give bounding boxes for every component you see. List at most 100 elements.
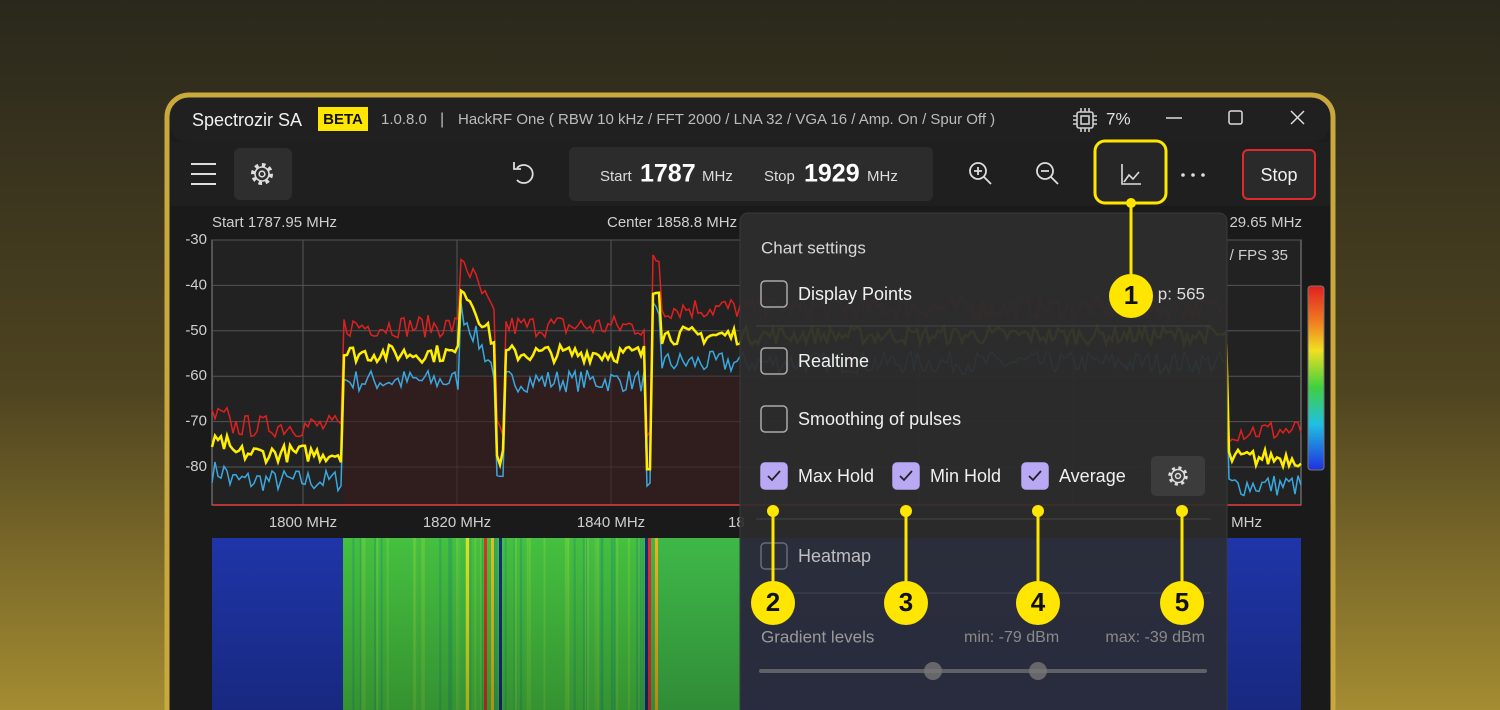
callout-dot [900,505,912,517]
texts: Spectrozir SA BETA 1.0.8.0 | HackRF One ( RB… [192,109,1298,646]
checkbox[interactable] [760,347,788,375]
beta-badge [318,107,368,131]
title-bar [170,98,1330,142]
callout-circle [884,581,928,625]
dot [1201,173,1205,177]
start-value: 1787 [640,160,696,188]
start-unit: MHz [702,168,733,185]
settings-gear-hub [258,170,266,178]
start-label: Start [600,168,633,185]
close-button[interactable] [1290,110,1305,125]
step-label: p: 565 [1158,284,1205,303]
option-label: Min Hold [930,466,1001,486]
callout-number: 1 [1124,280,1138,310]
x-tick-label: 1800 MHz [269,514,337,531]
settings-gear-teeth [251,163,273,185]
option-label: Display Points [798,284,912,304]
x-tick-label: 1820 MHz [423,514,491,531]
option-label: Smoothing of pulses [798,409,961,429]
more-button[interactable] [1181,173,1205,177]
stop-button[interactable] [1242,149,1316,200]
y-tick-label: -40 [185,276,207,293]
settings-gear [254,166,270,182]
zoom-in-button[interactable] [969,162,992,185]
gear-teeth [1168,466,1188,486]
cpu-pins [1073,108,1097,132]
callout-dot [1126,198,1136,208]
checkbox-checked[interactable] [892,462,920,490]
gradient-max: max: -39 dBm [1105,629,1205,646]
cpu-usage: 7% [1106,109,1131,128]
zoom-out-lens [1036,162,1054,180]
gear-hub [1174,472,1182,480]
chart-icon [1121,164,1141,185]
slider-thumb-min[interactable] [924,662,942,680]
dot [1181,173,1185,177]
gradient-min: min: -79 dBm [964,629,1059,646]
y-tick-label: -30 [185,231,207,248]
range-box[interactable] [569,147,933,201]
app-name: Spectrozir SA [192,110,302,130]
start-frequency: Start 1787.95 MHz [212,214,337,231]
option-label: Realtime [798,351,869,371]
check-mark [767,470,781,482]
callout-circle [1016,581,1060,625]
y-tick-label: -80 [185,458,207,475]
checkbox-checked[interactable] [1021,462,1049,490]
y-tick-label: -60 [185,367,207,384]
callout-circle [751,581,795,625]
option-label: Heatmap [798,546,871,566]
chart-settings-button[interactable] [1093,139,1168,205]
callout-number: 3 [899,587,913,617]
cpu-icon [1073,108,1097,132]
zoom-out-button[interactable] [1036,162,1059,185]
gear [1170,468,1186,484]
checkboxes [760,280,1049,570]
stop-value: 1929 [804,160,860,188]
dot [1191,173,1195,177]
device-info: HackRF One ( RBW 10 kHz / FFT 2000 / LNA… [458,111,995,128]
undo-button[interactable] [513,162,534,184]
check-mark [899,470,913,482]
panel-title: Chart settings [761,238,866,257]
callout-circle [1160,581,1204,625]
beta-label: BETA [323,111,363,128]
chart-settings-panel [739,212,1228,710]
zoom-in-lens [969,162,987,180]
slider-thumb-max[interactable] [1029,662,1047,680]
callout-dot [1176,505,1188,517]
version: 1.0.8.0 [381,111,427,128]
y-tick-label: -70 [185,413,207,430]
callout-dot [1032,505,1044,517]
fps: / FPS 35 [1230,247,1288,264]
check-mark [1028,470,1042,482]
option-label: Average [1059,466,1126,486]
callout-number: 4 [1031,587,1046,617]
stop-button-label: Stop [1260,165,1297,185]
color-bar [1307,285,1325,471]
maximize-button[interactable] [1228,110,1243,125]
option-label: Max Hold [798,466,874,486]
cpu-core [1080,115,1090,125]
y-tick-label: -50 [185,322,207,339]
zoom-in-handle [974,167,992,185]
stop-unit: MHz [867,168,898,185]
callout-dot [767,505,779,517]
callout-number: 2 [766,587,780,617]
stop-label: Stop [764,168,795,185]
callout-circle [1109,274,1153,318]
callouts: 1 2 3 4 5 [751,198,1204,625]
checkbox-checked[interactable] [760,462,788,490]
zoom-out-handle [1041,170,1059,185]
checkbox[interactable] [760,280,788,308]
callout-number: 5 [1175,587,1189,617]
section-label: Gradient levels [761,627,874,646]
checkbox[interactable] [760,405,788,433]
x-tick-label: MHz [1231,514,1262,531]
menu-button[interactable] [191,163,216,185]
x-tick-label: 1840 MHz [577,514,645,531]
end-frequency: 29.65 MHz [1229,214,1302,231]
center-frequency: Center 1858.8 MHz [607,214,737,231]
